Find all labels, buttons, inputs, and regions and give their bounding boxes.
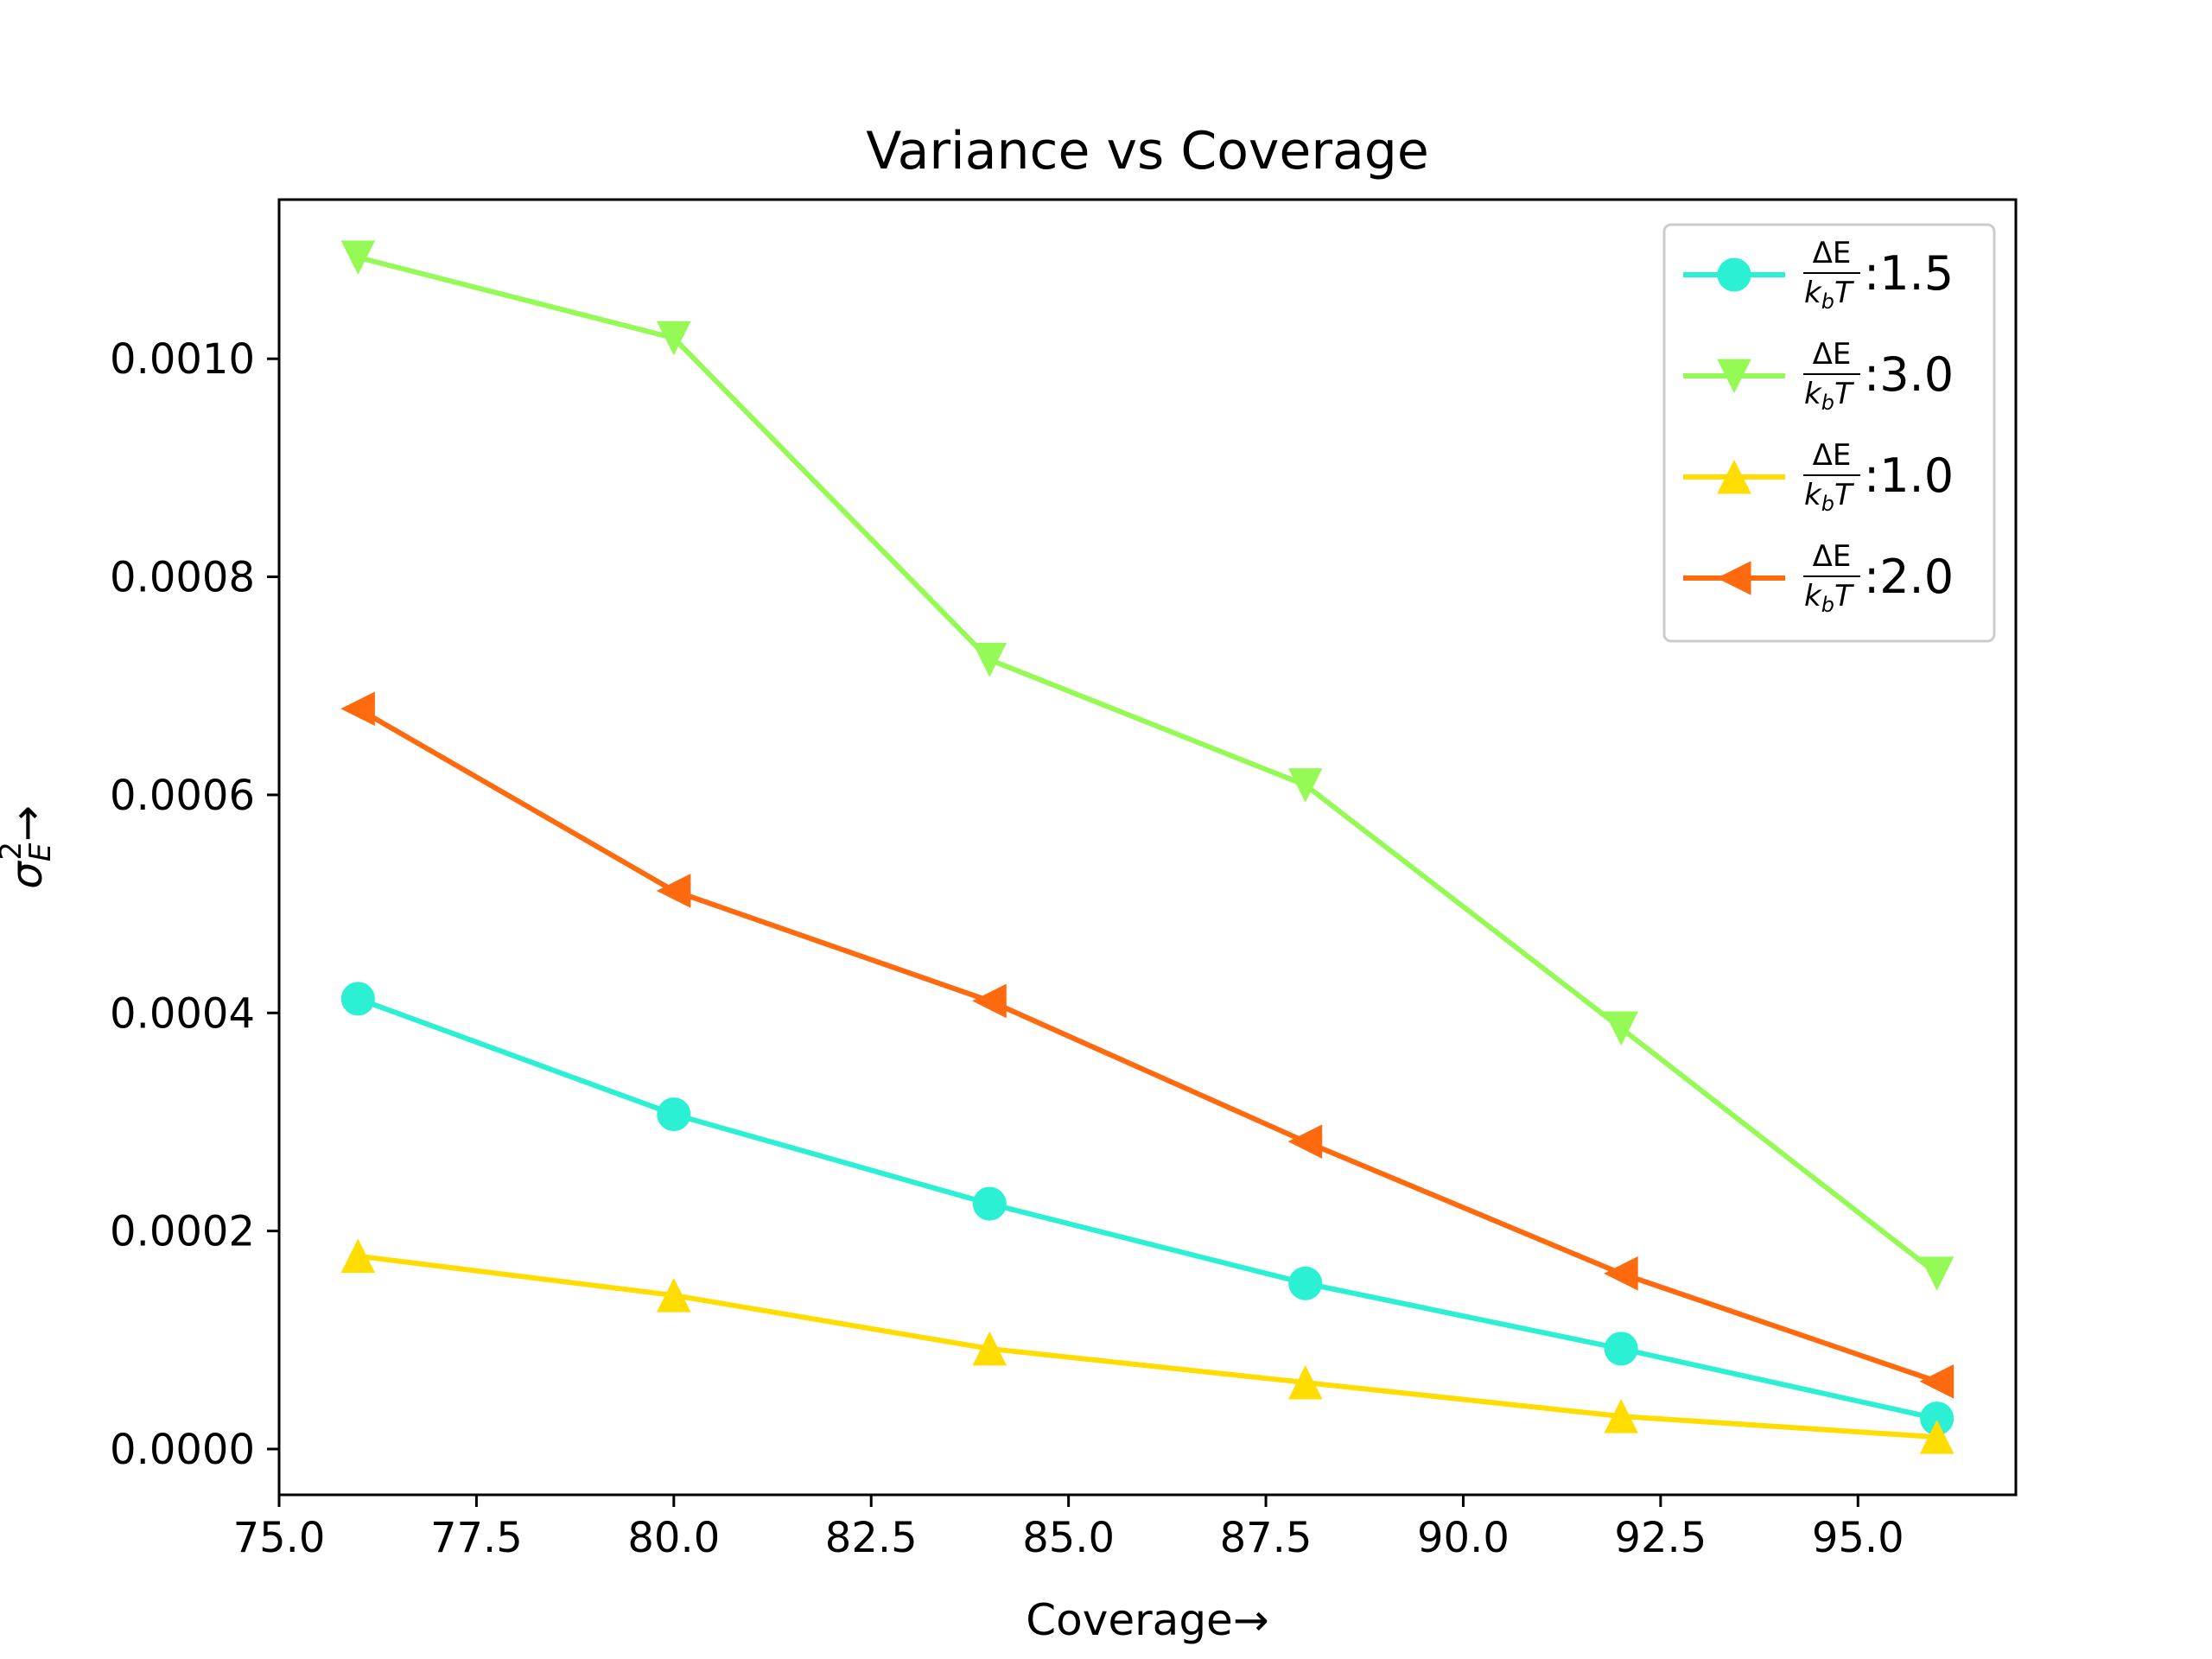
x-axis-title: Coverage→: [1026, 1595, 1268, 1645]
y-axis-title-arrow: →: [2, 805, 52, 842]
x-tick-label: 75.0: [233, 1514, 326, 1562]
data-point: [1919, 1256, 1955, 1291]
series-2: [340, 240, 1955, 1291]
y-axis-title-subscript: E: [23, 842, 58, 861]
data-point: [657, 1097, 691, 1132]
data-point: [972, 642, 1007, 677]
data-point: [1604, 1332, 1638, 1366]
y-axis-title: σE2→: [0, 805, 58, 889]
data-point: [1919, 1420, 1955, 1454]
legend-label: :2.0: [1864, 550, 1954, 604]
data-point: [656, 874, 691, 908]
legend-label: :1.5: [1864, 246, 1954, 301]
legend-fraction-subscript: b: [1821, 289, 1834, 314]
x-tick-label: 95.0: [1812, 1514, 1904, 1562]
data-point: [972, 1186, 1007, 1221]
legend-fraction-subscript: b: [1821, 492, 1834, 516]
legend-label: :3.0: [1864, 347, 1954, 402]
data-point: [340, 982, 375, 1016]
y-tick-label: 0.0002: [110, 1208, 255, 1256]
legend-marker: [1717, 359, 1751, 394]
legend-fraction-tail: T: [1834, 579, 1854, 613]
x-tick-label: 80.0: [627, 1514, 720, 1562]
legend-box: [1662, 223, 1996, 643]
legend-fraction-numerator: ΔE: [1813, 236, 1852, 270]
legend-fraction-numerator: ΔE: [1813, 337, 1852, 372]
data-point: [1287, 1364, 1323, 1400]
legend-fraction-tail: T: [1834, 377, 1854, 411]
y-axis: 0.0000 0.0002 0.0004 0.0006 0.0008 0.0010: [110, 335, 279, 1474]
data-point: [340, 691, 375, 727]
data-point: [1604, 1256, 1638, 1291]
y-tick-label: 0.0000: [110, 1426, 255, 1474]
series-line: [357, 254, 1939, 1276]
x-axis: 75.0 77.5 80.0 82.5 85.0 87.5 90.0 92.5 95.0: [233, 1495, 1904, 1562]
legend-fraction-subscript: b: [1821, 391, 1834, 415]
legend-fraction-tail: T: [1834, 276, 1854, 310]
y-tick-label: 0.0010: [110, 335, 255, 384]
x-tick-label: 92.5: [1614, 1514, 1707, 1562]
chart-title: Variance vs Coverage: [866, 121, 1429, 181]
data-point: [1288, 1266, 1323, 1300]
data-point: [1919, 1363, 1955, 1399]
y-axis-title-symbol: σ: [2, 861, 52, 889]
x-tick-label: 85.0: [1022, 1514, 1115, 1562]
legend-marker: [1716, 561, 1751, 595]
series-4: [340, 691, 1955, 1399]
x-tick-label: 87.5: [1220, 1514, 1313, 1562]
plot-frame: [277, 198, 2018, 1497]
data-point: [657, 1277, 691, 1313]
legend-marker: [1717, 459, 1751, 494]
legend-fraction-subscript: b: [1821, 593, 1834, 617]
legend-fraction-tail: T: [1834, 478, 1854, 512]
data-point: [972, 983, 1007, 1019]
data-point: [340, 1238, 376, 1274]
series-1: [340, 982, 1955, 1436]
y-axis-title-superscript: 2: [0, 842, 29, 861]
x-tick-label: 77.5: [430, 1514, 523, 1562]
series-line: [356, 706, 1938, 1384]
series-layer: [340, 240, 1955, 1454]
data-point: [1287, 768, 1323, 803]
legend-fraction-numerator: ΔE: [1813, 438, 1852, 473]
y-tick-label: 0.0008: [110, 554, 255, 602]
data-point: [657, 321, 691, 356]
y-tick-label: 0.0004: [110, 989, 255, 1038]
legend-marker: [1717, 257, 1751, 292]
legend-label: :1.0: [1864, 448, 1954, 503]
data-point: [1604, 1011, 1638, 1046]
data-point: [1287, 1124, 1323, 1159]
data-point: [1604, 1399, 1638, 1433]
series-line: [357, 1253, 1937, 1440]
x-tick-label: 90.0: [1417, 1514, 1510, 1562]
series-3: [340, 1238, 1955, 1454]
series-line: [357, 996, 1938, 1421]
x-tick-label: 82.5: [825, 1514, 918, 1562]
data-point: [972, 1331, 1007, 1366]
legend-fraction-numerator: ΔE: [1813, 539, 1852, 574]
y-tick-label: 0.0006: [110, 772, 255, 820]
data-point: [340, 240, 376, 275]
